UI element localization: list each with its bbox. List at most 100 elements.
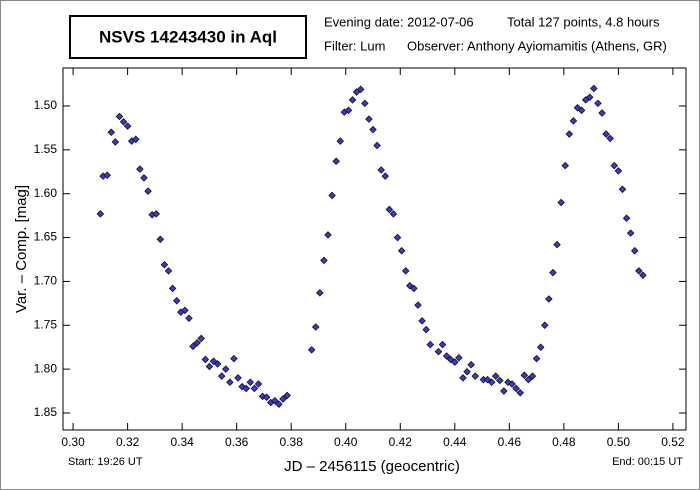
- data-point: [275, 400, 283, 408]
- data-point: [316, 289, 324, 297]
- x-tick-label: 0.44: [443, 435, 467, 449]
- data-point: [193, 339, 201, 347]
- x-tick-label: 0.32: [116, 435, 140, 449]
- y-tick-label: 1.50: [34, 98, 58, 112]
- data-point: [516, 389, 524, 397]
- data-point: [140, 174, 148, 182]
- data-point: [373, 141, 381, 150]
- data-point: [283, 391, 291, 400]
- data-point: [635, 267, 643, 275]
- data-point: [209, 357, 218, 365]
- data-point: [271, 396, 279, 405]
- data-point: [217, 372, 226, 380]
- data-point: [344, 106, 353, 115]
- y-tick-label: 1.70: [34, 274, 58, 288]
- data-point: [385, 205, 394, 214]
- info: Evening date: 2012-07-06: [324, 14, 474, 29]
- data-point: [467, 360, 475, 369]
- data-point: [418, 317, 426, 325]
- x-tick-label: 0.38: [280, 435, 304, 449]
- data-point: [614, 167, 623, 175]
- data-point: [103, 171, 111, 180]
- info: Filter: Lum: [324, 38, 385, 53]
- x-tick-label: 0.40: [334, 435, 358, 449]
- x-tick-label: 0.46: [498, 435, 522, 449]
- data-point: [226, 378, 234, 387]
- data-point: [115, 112, 124, 121]
- y-tick-label: 1.80: [34, 361, 58, 375]
- data-point: [639, 271, 647, 280]
- data-point: [160, 260, 169, 269]
- data-point: [205, 362, 214, 371]
- data-point: [324, 231, 332, 239]
- data-point: [553, 240, 561, 249]
- data-point: [369, 125, 377, 134]
- data-point: [238, 382, 246, 391]
- data-point: [524, 375, 533, 384]
- title-box: [69, 15, 307, 59]
- data-point: [164, 267, 173, 275]
- data-point: [561, 161, 569, 170]
- data-point: [500, 387, 508, 395]
- x-tick-label: 0.30: [61, 435, 85, 449]
- data-point: [598, 109, 606, 117]
- data-point: [181, 306, 189, 315]
- data-point: [111, 138, 120, 146]
- chart-title: NSVS 14243430 in Aql: [99, 27, 277, 46]
- data-point: [471, 372, 480, 380]
- data-point: [185, 314, 193, 323]
- data-point: [136, 165, 144, 173]
- data-point: [520, 371, 529, 380]
- data-point: [630, 246, 639, 255]
- plot-area: [62, 67, 687, 431]
- data-point: [545, 295, 553, 303]
- y-axis-label: Var. – Comp. [mag]: [13, 185, 30, 313]
- data-point: [262, 393, 271, 401]
- start-label: Start: 19:26 UT: [68, 456, 143, 468]
- data-point: [491, 372, 500, 380]
- x-tick-label: 0.36: [225, 435, 249, 449]
- info: Observer: Anthony Ayiomamitis (Athens, G…: [407, 38, 667, 53]
- data-point: [565, 130, 574, 138]
- data-point: [356, 85, 365, 94]
- data-point: [422, 325, 430, 334]
- data-point: [123, 122, 132, 130]
- data-point: [459, 374, 467, 382]
- data-point: [156, 235, 165, 244]
- data-point: [602, 130, 610, 138]
- data-point: [622, 214, 631, 223]
- data-point: [242, 384, 250, 393]
- x-tick-label: 0.52: [661, 435, 685, 449]
- data-point: [442, 352, 451, 360]
- data-point: [557, 198, 565, 207]
- data-point: [585, 93, 594, 101]
- data-point: [451, 358, 459, 366]
- data-point: [455, 353, 463, 362]
- data-point: [307, 346, 316, 354]
- data-point: [311, 323, 320, 331]
- data-point: [541, 321, 549, 330]
- data-point: [606, 134, 614, 143]
- data-point: [626, 229, 635, 237]
- data-point: [528, 372, 537, 380]
- data-point: [438, 340, 447, 349]
- data-point: [201, 355, 210, 364]
- data-point: [222, 365, 230, 373]
- data-point: [279, 395, 287, 403]
- data-point: [610, 161, 619, 170]
- data-point: [328, 191, 336, 200]
- data-point: [532, 354, 541, 363]
- data-point: [414, 301, 422, 309]
- data-point: [213, 360, 222, 368]
- data-point: [434, 347, 443, 356]
- data-point: [401, 267, 410, 275]
- data-point: [397, 246, 406, 255]
- data-point: [508, 380, 516, 388]
- data-point: [172, 296, 181, 305]
- data-point: [168, 284, 177, 293]
- data-point: [410, 284, 418, 293]
- y-tick-label: 1.75: [34, 317, 58, 331]
- end-label: End: 00:15 UT: [612, 456, 683, 468]
